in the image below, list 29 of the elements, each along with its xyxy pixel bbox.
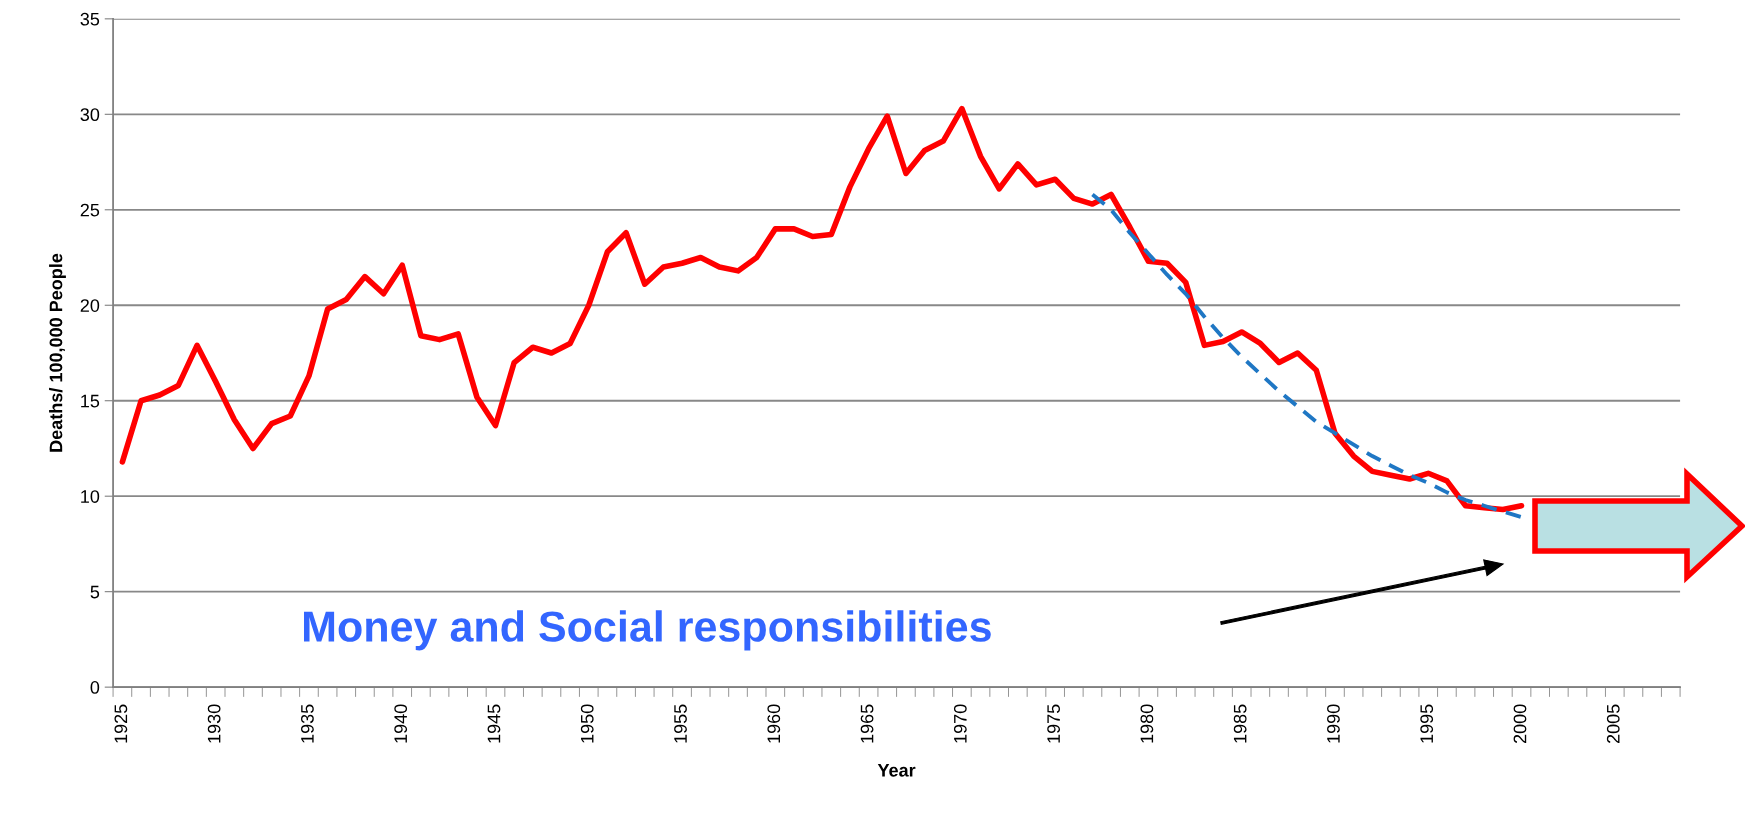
x-tick-label: 1925	[114, 704, 128, 743]
x-tick-label: 2005	[1606, 704, 1620, 744]
y-tick-label: 25	[80, 203, 100, 217]
y-tick-label: 20	[80, 299, 100, 312]
x-tick-label: 1960	[767, 704, 781, 743]
x-tick-label: 1995	[1420, 704, 1434, 743]
y-tick-label: 35	[80, 12, 100, 26]
y-tick-label: 15	[81, 394, 100, 408]
y-tick-label: 10	[81, 490, 100, 503]
x-tick-label: 2000	[1513, 704, 1527, 744]
y-tick-label: 0	[90, 681, 100, 694]
x-tick-label: 1945	[487, 704, 501, 743]
x-tick-label: 1965	[860, 704, 874, 743]
x-tick-label: 1970	[953, 704, 967, 743]
x-tick-label: 1985	[1233, 704, 1247, 743]
y-axis-title: Deaths/ 100,000 People	[49, 253, 66, 452]
x-tick-label: 1940	[394, 704, 408, 743]
x-tick-label: 1975	[1047, 704, 1060, 743]
annotation: Money and Social responsibilities	[304, 610, 991, 651]
x-tick-label: 1950	[580, 704, 594, 743]
x-tick-label: 1980	[1140, 704, 1154, 743]
x-tick-label: 1955	[674, 704, 687, 743]
y-tick-label: 5	[90, 585, 100, 599]
x-tick-label: 1930	[207, 704, 221, 743]
x-tick-label: 1935	[301, 704, 314, 743]
y-tick-label: 30	[80, 108, 100, 122]
line-series	[1090, 192, 1524, 520]
x-axis-title: Year	[877, 764, 916, 777]
x-tick-label: 1990	[1327, 704, 1340, 743]
